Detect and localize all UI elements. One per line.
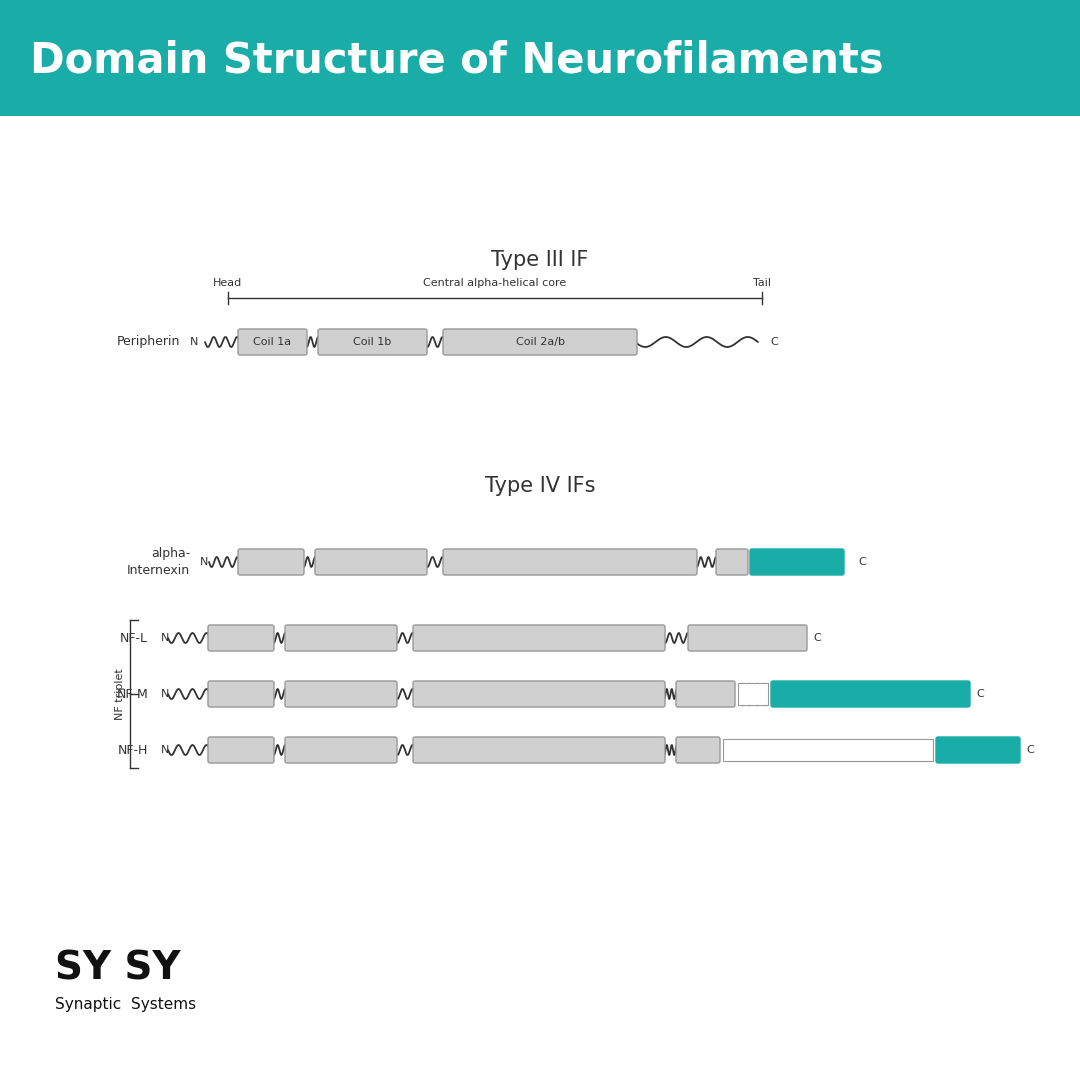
Text: NF-M: NF-M [117,688,148,701]
FancyBboxPatch shape [750,549,843,575]
Text: C: C [1026,745,1034,755]
FancyBboxPatch shape [285,625,397,651]
Text: N: N [161,689,170,699]
FancyBboxPatch shape [208,681,274,707]
Text: Coil 1a: Coil 1a [254,337,292,347]
Bar [0,0,1080,116]
FancyBboxPatch shape [208,737,274,762]
FancyBboxPatch shape [238,329,307,355]
Text: Coil 2a/b: Coil 2a/b [515,337,565,347]
FancyBboxPatch shape [413,681,665,707]
FancyBboxPatch shape [315,549,427,575]
FancyBboxPatch shape [688,625,807,651]
Text: N: N [161,633,170,643]
Text: Domain Structure of Neurofilaments: Domain Structure of Neurofilaments [30,39,883,81]
Text: NF-L: NF-L [120,632,148,645]
FancyBboxPatch shape [771,681,970,707]
Text: C: C [858,557,866,567]
FancyBboxPatch shape [318,329,427,355]
FancyBboxPatch shape [413,737,665,762]
FancyBboxPatch shape [208,625,274,651]
FancyBboxPatch shape [413,625,665,651]
Text: C: C [813,633,821,643]
Text: SY SY: SY SY [55,949,180,987]
Text: Head: Head [214,278,243,288]
Text: N: N [161,745,170,755]
FancyBboxPatch shape [285,681,397,707]
FancyBboxPatch shape [443,549,697,575]
FancyBboxPatch shape [285,737,397,762]
FancyBboxPatch shape [716,549,748,575]
Text: alpha-: alpha- [151,548,190,561]
Text: Tail: Tail [753,278,771,288]
Text: Coil 1b: Coil 1b [353,337,392,347]
Text: C: C [976,689,984,699]
Text: C: C [770,337,778,347]
Bar [738,683,768,705]
Text: Type III IF: Type III IF [491,249,589,270]
Text: Synaptic  Systems: Synaptic Systems [55,997,197,1012]
FancyBboxPatch shape [676,681,735,707]
FancyBboxPatch shape [936,737,1020,762]
Text: Type IV IFs: Type IV IFs [485,476,595,496]
Text: NF-H: NF-H [118,743,148,756]
Text: N: N [200,557,208,567]
FancyBboxPatch shape [238,549,303,575]
Text: N: N [190,337,199,347]
Text: Internexin: Internexin [126,564,190,577]
Text: Peripherin: Peripherin [117,336,180,349]
FancyBboxPatch shape [676,737,720,762]
Text: Central alpha-helical core: Central alpha-helical core [423,278,567,288]
Bar [723,739,933,761]
Text: NF triplet: NF triplet [114,669,125,720]
FancyBboxPatch shape [443,329,637,355]
